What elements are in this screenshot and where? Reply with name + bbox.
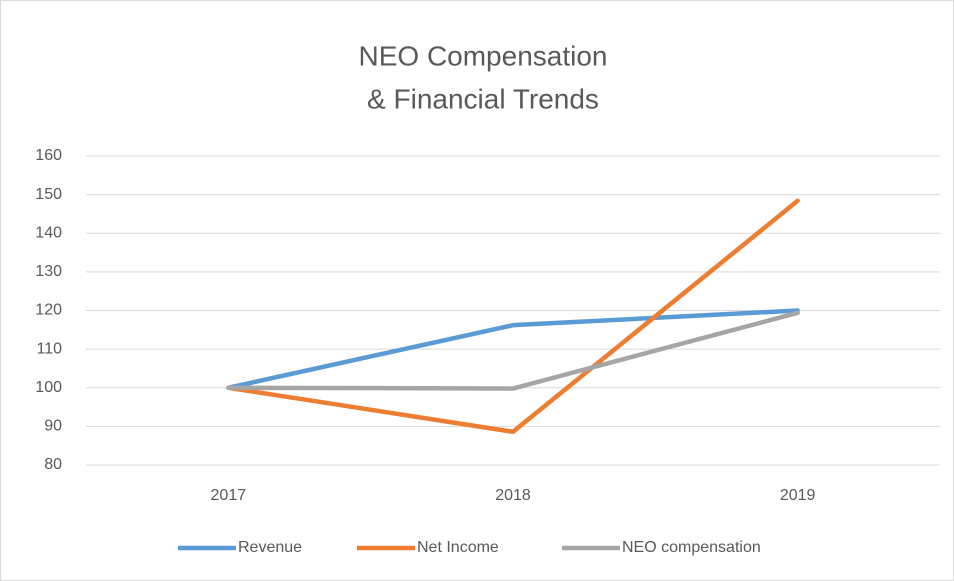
y-tick-label: 140 — [35, 224, 62, 241]
y-tick-label: 100 — [35, 379, 62, 396]
y-tick-label: 160 — [35, 147, 62, 164]
series-line — [226, 310, 800, 391]
legend-label: NEO compensation — [622, 539, 761, 556]
series-line — [226, 198, 800, 435]
legend-label: Net Income — [417, 539, 499, 556]
y-tick-label: 90 — [44, 418, 62, 435]
y-tick-label: 120 — [35, 302, 62, 319]
series-line — [226, 308, 800, 390]
y-tick-label: 130 — [35, 263, 62, 280]
y-tick-label: 80 — [44, 456, 62, 473]
y-tick-label: 110 — [36, 340, 62, 357]
chart-title: & Financial Trends — [367, 83, 599, 114]
x-tick-label: 2018 — [495, 487, 531, 504]
x-tick-label: 2019 — [780, 487, 816, 504]
chart-title: NEO Compensation — [358, 40, 607, 71]
x-tick-label: 2017 — [211, 487, 247, 504]
legend-label: Revenue — [238, 539, 302, 556]
y-tick-label: 150 — [35, 186, 62, 203]
